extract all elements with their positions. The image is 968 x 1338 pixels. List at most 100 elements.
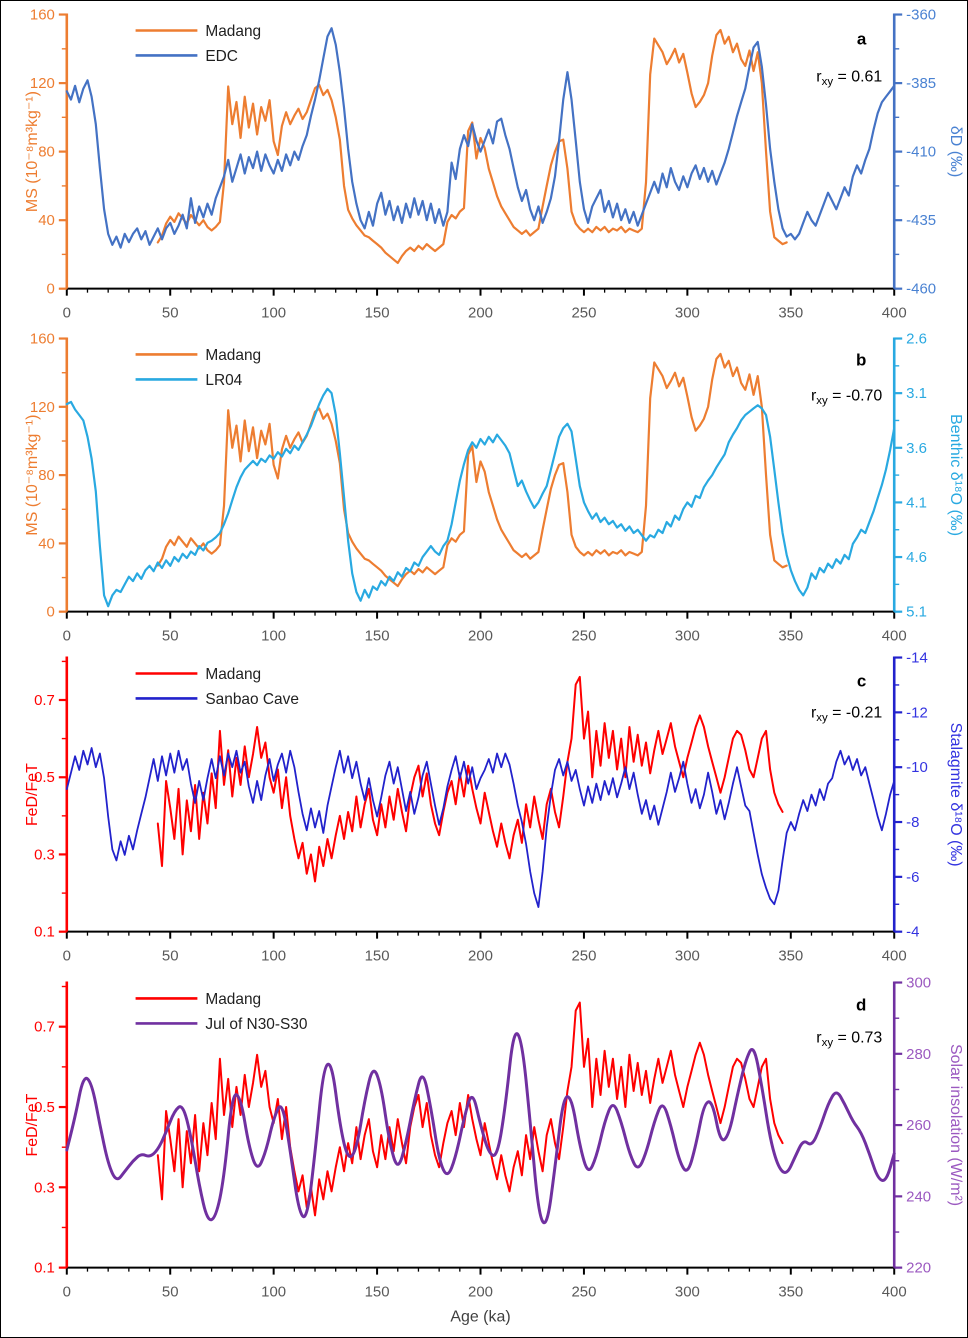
right-tick-label: 280 (906, 1046, 931, 1063)
x-tick-label: 50 (162, 305, 179, 322)
right-tick-label: -435 (906, 212, 936, 229)
x-tick-label: 350 (778, 1284, 803, 1301)
x-tick-label: 300 (675, 305, 700, 322)
x-tick-label: 200 (468, 948, 493, 965)
panel-d-series-madang (156, 1001, 784, 1217)
x-tick-label: 250 (571, 948, 596, 965)
x-tick-label: 200 (468, 305, 493, 322)
panel-a-correlation: rxy = 0.61 (816, 68, 882, 87)
panel-a-letter: a (857, 29, 867, 48)
x-tick-label: 250 (571, 305, 596, 322)
panel-a-right-axis: -360 -385 -410 -435 -460 δD (‰) (892, 7, 964, 298)
x-tick-label: 0 (63, 1284, 71, 1301)
panel-b-correlation: rxy = -0.70 (811, 387, 882, 406)
panel-c-letter: c (857, 671, 866, 690)
legend-item-sanbao-cave: Sanbao Cave (135, 691, 299, 708)
panel-d-right-axis-title: Solar insolation (W/m²) (947, 1044, 964, 1206)
x-tick-label: 400 (882, 948, 907, 965)
right-tick-label: -8 (906, 814, 919, 831)
left-tick-label: 0.3 (34, 846, 55, 863)
left-tick-label: 0.5 (34, 1099, 55, 1116)
left-tick-label: 160 (30, 7, 55, 24)
legend-label: LR04 (205, 372, 242, 389)
legend-label: Madang (205, 23, 261, 40)
x-tick-label: 250 (571, 628, 596, 645)
x-tick-label: 200 (468, 1284, 493, 1301)
right-tick-label: -460 (906, 281, 936, 298)
x-tick-label: 350 (778, 948, 803, 965)
legend-item-jul-of-n30-s30: Jul of N30-S30 (135, 1016, 307, 1033)
panel-c: 0 50 100 150 200 250 300 350 400 0.1 0.3 0.5 0.7 FeD/… (24, 650, 964, 965)
x-tick-label: 150 (365, 1284, 390, 1301)
panel-a-left-axis: 0 40 80 120 160 MS (10⁻⁸m³kg⁻¹) (24, 7, 69, 298)
legend-label: Madang (205, 347, 261, 364)
panel-c-x-axis: 0 50 100 150 200 250 300 350 400 (63, 930, 907, 965)
panel-c-correlation: rxy = -0.21 (811, 704, 882, 723)
right-tick-label: 260 (906, 1117, 931, 1134)
legend-item-lr04: LR04 (135, 372, 243, 389)
right-tick-label: -360 (906, 7, 936, 24)
panel-b-x-axis: 0 50 100 150 200 250 300 350 400 (63, 610, 907, 645)
x-tick-label: 150 (365, 305, 390, 322)
right-tick-label: -385 (906, 75, 936, 92)
panel-b-left-axis: 0 40 80 120 160 MS (10⁻⁸m³kg⁻¹) (24, 331, 69, 621)
x-tick-label: 100 (261, 948, 286, 965)
x-tick-label: 200 (468, 628, 493, 645)
right-tick-label: -6 (906, 869, 919, 886)
legend-item-madang: Madang (135, 347, 261, 364)
right-tick-label: 5.1 (906, 604, 927, 621)
panel-b-right-axis: 2.6 3.1 3.6 4.1 4.6 5.1 Benthic δ¹⁸O (‰) (892, 331, 964, 621)
right-tick-label: 220 (906, 1260, 931, 1277)
legend-label: Madang (205, 991, 261, 1008)
panel-d-legend: Madang Jul of N30-S30 (135, 991, 307, 1033)
left-tick-label: 40 (38, 535, 55, 552)
panel-b-series-madang (156, 352, 788, 588)
panel-b-right-axis-title: Benthic δ¹⁸O (‰) (947, 414, 964, 536)
panel-b-legend: Madang LR04 (135, 347, 261, 389)
x-tick-label: 150 (365, 948, 390, 965)
x-tick-label: 50 (162, 1284, 179, 1301)
panel-a-legend: Madang EDC (135, 23, 261, 65)
x-tick-label: 350 (778, 628, 803, 645)
panel-a-series-edc (65, 27, 896, 249)
panel-b-letter: b (856, 350, 866, 369)
panel-d-series-jul-of-n30-s30 (65, 1032, 896, 1225)
x-axis-title: Age (ka) (450, 1308, 510, 1325)
left-tick-label: 0.7 (34, 692, 55, 709)
left-tick-label: 0.7 (34, 1019, 55, 1036)
left-tick-label: 0 (47, 604, 55, 621)
right-tick-label: 4.6 (906, 549, 927, 566)
right-tick-label: 240 (906, 1188, 931, 1205)
x-tick-label: 300 (675, 628, 700, 645)
right-tick-label: -12 (906, 704, 928, 721)
x-tick-label: 0 (63, 948, 71, 965)
panel-b-series-lr04 (65, 387, 896, 608)
panel-a-left-axis-title: MS (10⁻⁸m³kg⁻¹) (24, 91, 41, 212)
right-tick-label: -410 (906, 144, 936, 161)
left-tick-label: 120 (30, 399, 55, 416)
x-tick-label: 50 (162, 628, 179, 645)
left-tick-label: 0.5 (34, 769, 55, 786)
right-tick-label: 2.6 (906, 331, 927, 348)
panel-d-right-axis: 300 280 260 240 220 Solar insolation (W/m²) (892, 975, 964, 1277)
panel-c-left-axis: 0.1 0.3 0.5 0.7 FeD/FeT (24, 656, 69, 941)
x-tick-label: 100 (261, 305, 286, 322)
right-tick-label: 3.6 (906, 440, 927, 457)
right-tick-label: -10 (906, 759, 928, 776)
legend-item-madang: Madang (135, 666, 261, 683)
right-tick-label: 300 (906, 975, 931, 992)
left-tick-label: 160 (30, 331, 55, 348)
right-tick-label: -14 (906, 650, 928, 667)
left-tick-label: 0.1 (34, 924, 55, 941)
panel-c-left-axis-title: FeD/FeT (24, 763, 41, 826)
left-tick-label: 0.3 (34, 1179, 55, 1196)
right-tick-label: -4 (906, 924, 919, 941)
x-tick-label: 400 (882, 628, 907, 645)
x-tick-label: 350 (778, 305, 803, 322)
panel-a: 0 50 100 150 200 250 300 350 400 0 40 80 120 160 MS (1… (24, 7, 964, 322)
left-tick-label: 120 (30, 75, 55, 92)
x-tick-label: 250 (571, 1284, 596, 1301)
x-tick-label: 400 (882, 1284, 907, 1301)
